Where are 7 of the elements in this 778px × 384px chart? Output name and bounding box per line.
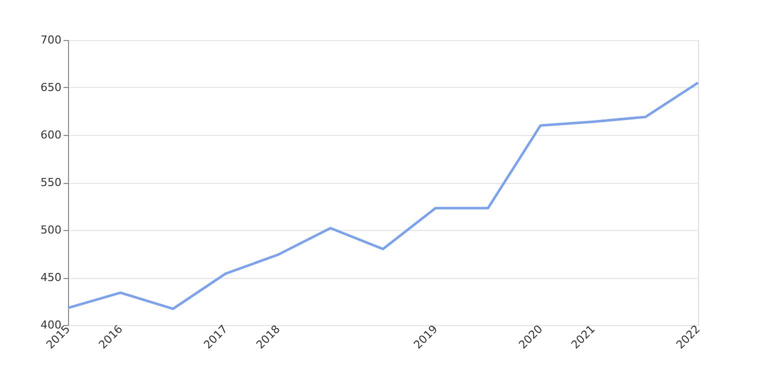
y-tick-label: 500 — [40, 224, 62, 236]
y-tick-label: 700 — [40, 34, 62, 46]
y-tick-label: 550 — [40, 176, 62, 189]
y-tick-label: 600 — [40, 128, 62, 142]
y-tick-label: 650 — [40, 81, 62, 94]
y-tick-label: 450 — [40, 271, 62, 284]
line-series — [66, 82, 700, 310]
